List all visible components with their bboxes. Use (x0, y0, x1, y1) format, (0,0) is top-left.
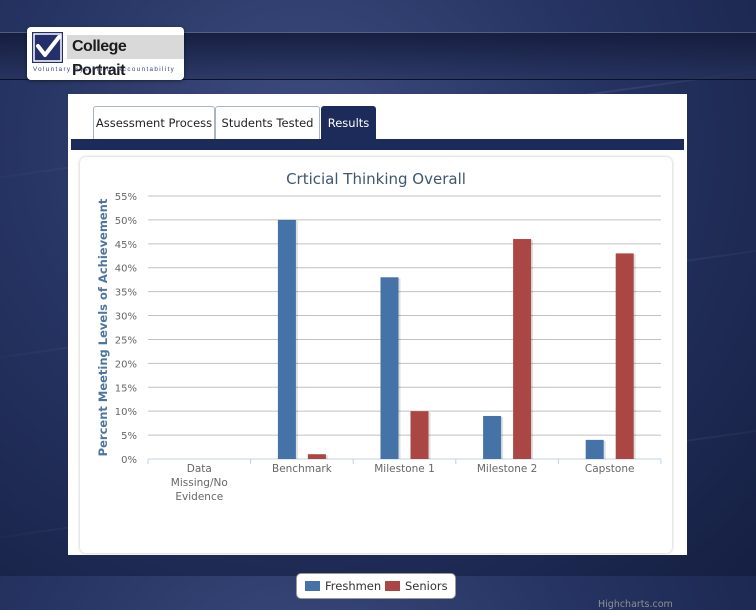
x-tick-label: Missing/No (171, 477, 228, 489)
chart-legend: Freshmen Seniors (296, 573, 456, 599)
y-tick-label: 40% (115, 264, 137, 275)
legend-item-freshmen[interactable]: Freshmen (305, 579, 381, 593)
y-tick-label: 15% (115, 383, 137, 394)
bar-chart: Crticial Thinking Overall Percent Meeting… (96, 170, 662, 503)
legend-label-freshmen: Freshmen (325, 579, 382, 593)
y-tick-label: 50% (115, 216, 137, 227)
bar-freshmen (585, 439, 604, 459)
x-tick-label: Data (187, 463, 212, 475)
y-tick-label: 5% (121, 431, 137, 442)
checkmark-icon (32, 32, 63, 63)
legend-swatch-seniors (385, 581, 400, 591)
logo-title: College Portrait (67, 35, 184, 79)
y-tick-label: 45% (115, 240, 137, 251)
bar-freshmen (277, 219, 296, 459)
tab-results[interactable]: Results (321, 106, 376, 140)
highcharts-credit-link[interactable]: Highcharts.com (598, 599, 673, 610)
x-tick-label: Milestone 1 (374, 463, 435, 475)
logo-subtitle: Voluntary System of Accountability (33, 66, 176, 73)
bar-seniors (615, 253, 634, 459)
x-tick-label: Benchmark (272, 463, 333, 475)
y-axis-label: Percent Meeting Levels of Achievement (96, 198, 110, 456)
tab-underline-bar (71, 139, 684, 150)
y-tick-label: 20% (115, 359, 137, 370)
x-tick-label: Capstone (585, 463, 635, 475)
chart-container: Crticial Thinking Overall Percent Meeting… (80, 157, 673, 610)
y-tick-label: 55% (115, 192, 137, 203)
x-tick-label: Milestone 2 (477, 463, 537, 475)
y-tick-label: 35% (115, 288, 137, 299)
y-tick-label: 25% (115, 335, 137, 346)
y-tick-label: 10% (115, 407, 137, 418)
bar-freshmen (483, 415, 502, 459)
bar-seniors (307, 454, 326, 459)
bar-seniors (513, 239, 532, 459)
bar-seniors (410, 411, 429, 459)
college-portrait-logo[interactable]: College Portrait Voluntary System of Acc… (27, 27, 184, 80)
y-tick-label: 30% (115, 312, 137, 323)
y-tick-label: 0% (121, 455, 137, 466)
bar-freshmen (380, 277, 399, 459)
legend-swatch-freshmen (305, 581, 320, 591)
x-tick-label: Evidence (175, 491, 223, 503)
tab-assessment-process[interactable]: Assessment Process (93, 106, 215, 140)
tab-students-tested[interactable]: Students Tested (215, 106, 320, 140)
legend-item-seniors[interactable]: Seniors (385, 579, 448, 593)
results-panel: Assessment Process Students Tested Resul… (68, 94, 687, 610)
chart-title: Crticial Thinking Overall (286, 170, 466, 188)
legend-label-seniors: Seniors (405, 579, 448, 593)
